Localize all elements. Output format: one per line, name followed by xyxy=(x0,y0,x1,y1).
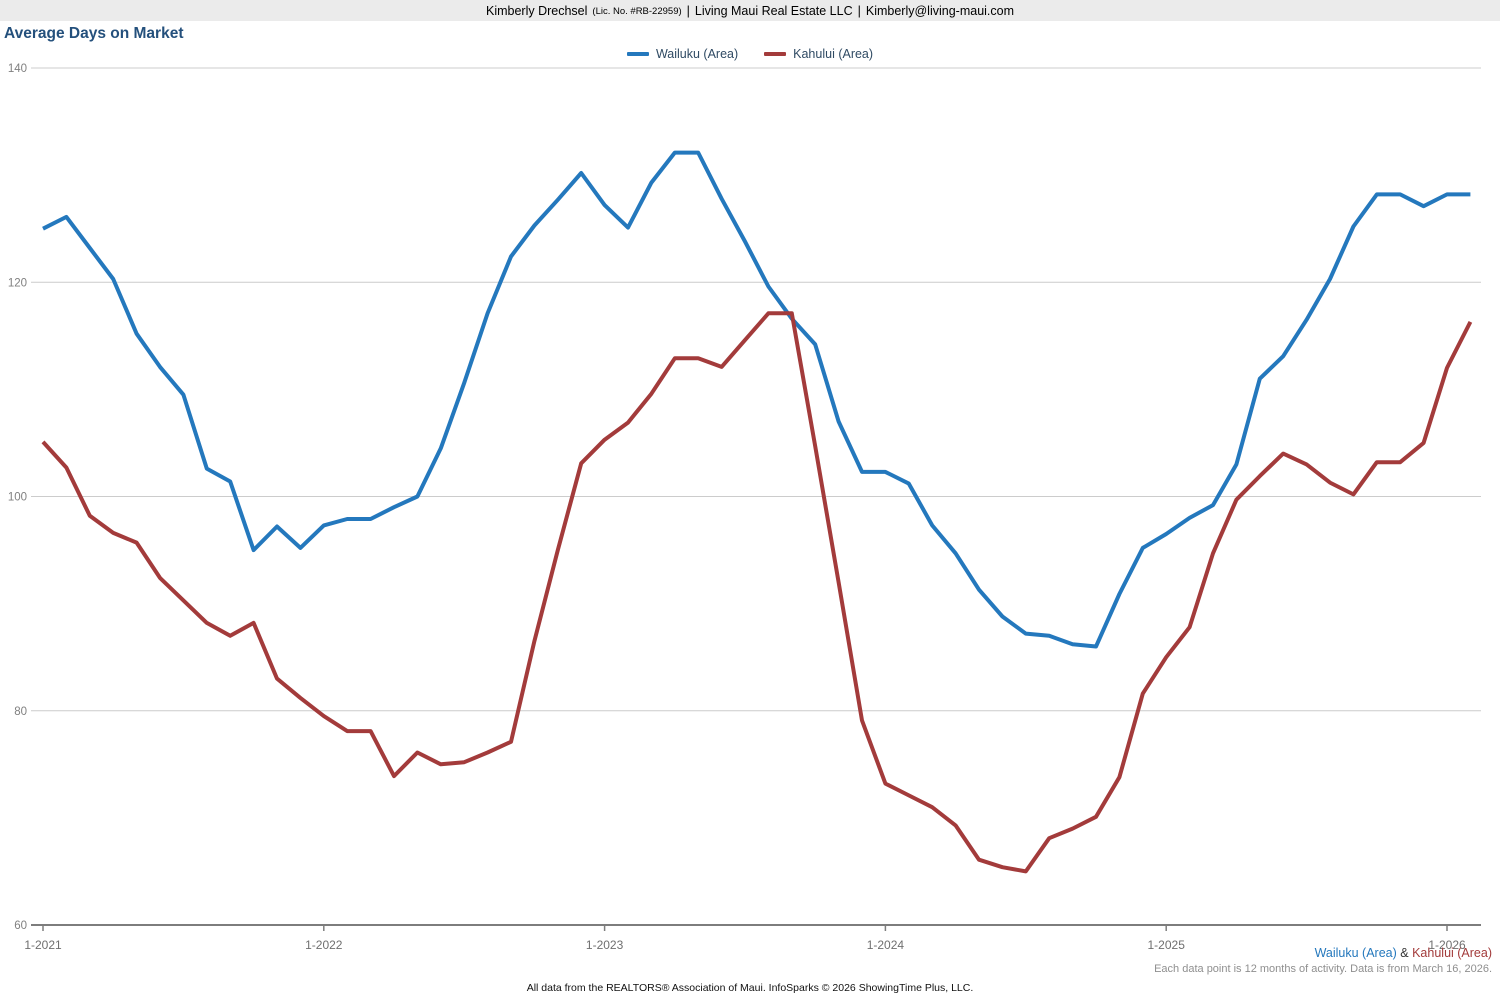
chart-footnotes: Wailuku (Area) & Kahului (Area) Each dat… xyxy=(1154,946,1492,975)
header-bar: Kimberly Drechsel (Lic. No. #RB-22959) |… xyxy=(0,0,1500,21)
x-axis-label-1-2021: 1-2021 xyxy=(24,938,62,952)
legend: Wailuku (Area) Kahului (Area) xyxy=(0,47,1500,61)
y-axis-label-140: 140 xyxy=(8,63,27,75)
agent-license: (Lic. No. #RB-22959) xyxy=(592,6,682,17)
legend-label-kahului: Kahului (Area) xyxy=(793,47,874,61)
x-axis-label-1-2022: 1-2022 xyxy=(305,938,343,952)
x-axis-label-1-2024: 1-2024 xyxy=(867,938,905,952)
attribution: All data from the REALTORS® Association … xyxy=(526,982,974,994)
legend-item-kahului[interactable]: Kahului (Area) xyxy=(764,47,873,61)
agent-email: Kimberly@living-maui.com xyxy=(865,3,1015,18)
header-separator: | xyxy=(686,3,690,18)
series-note-wailuku: Wailuku (Area) xyxy=(1314,946,1397,960)
agent-name: Kimberly Drechsel xyxy=(485,3,588,18)
y-axis-label-100: 100 xyxy=(8,492,27,504)
kahului-line[interactable] xyxy=(41,311,1473,874)
x-axis-label-1-2026: 1-2026 xyxy=(1428,938,1466,952)
series-note-kahului: Kahului (Area) xyxy=(1412,946,1492,960)
x-axis-label-1-2025: 1-2025 xyxy=(1148,938,1186,952)
y-axis-label-80: 80 xyxy=(14,706,27,718)
y-axis-label-120: 120 xyxy=(8,277,27,289)
chart-title: Average Days on Market xyxy=(4,25,184,42)
legend-item-wailuku[interactable]: Wailuku (Area) xyxy=(626,47,739,61)
series-note-amp: & xyxy=(1396,946,1413,960)
company-name: Living Maui Real Estate LLC xyxy=(694,3,853,18)
series-note: Wailuku (Area) & Kahului (Area) xyxy=(1154,946,1492,960)
data-note: Each data point is 12 months of activity… xyxy=(1154,963,1492,975)
header-separator: | xyxy=(857,3,861,18)
wailuku-line[interactable] xyxy=(42,150,1471,649)
kahului-swatch-icon xyxy=(764,52,787,56)
wailuku-swatch-icon xyxy=(626,52,649,56)
y-axis-label-60: 60 xyxy=(14,920,27,932)
legend-label-wailuku: Wailuku (Area) xyxy=(655,47,739,61)
x-axis-label-1-2023: 1-2023 xyxy=(586,938,624,952)
